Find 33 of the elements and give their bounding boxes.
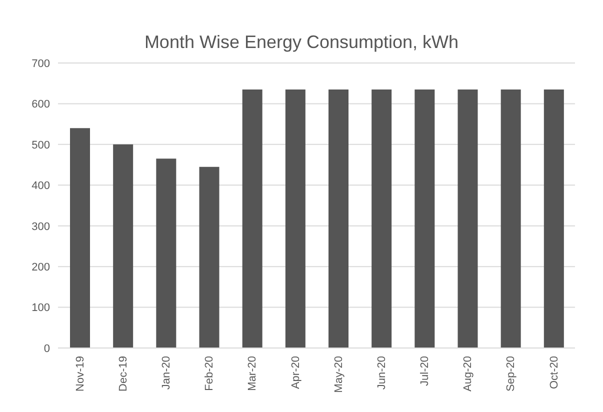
bar [242,89,262,348]
bar [414,89,435,348]
y-tick-label: 700 [32,58,50,70]
y-tick-label: 200 [32,261,50,274]
bar [156,158,176,348]
x-tick-label: Aug-20 [462,356,474,392]
x-tick-label: Nov-19 [74,356,86,392]
y-tick-label: 100 [32,302,50,314]
y-tick-label: 400 [32,180,50,192]
x-tick-label: Mar-20 [246,356,259,391]
y-tick-label: 600 [32,98,50,111]
x-tick-label: Apr-20 [290,356,302,390]
x-tick-label: Jul-20 [419,356,432,386]
y-tick-label: 300 [32,220,50,233]
y-tick-label: 500 [32,139,50,152]
x-tick-label: Sep-20 [505,356,518,392]
x-tick-label: Jun-20 [376,356,388,390]
x-tick-label: Jan-20 [160,356,173,390]
bar [544,89,564,348]
bar [199,166,220,348]
x-tick-label: Feb-20 [204,356,216,391]
bar [458,89,478,348]
x-tick-label: Dec-19 [117,356,130,392]
bar [328,89,348,348]
bar [70,128,90,348]
chart-title: Month Wise Energy Consumption, kWh [143,31,460,53]
x-tick-label: May-20 [332,356,345,393]
bar [113,144,134,348]
bar [285,89,306,348]
x-tick-label: Oct-20 [548,356,560,390]
bar [500,89,521,348]
y-tick-label: 0 [44,342,50,355]
bar [372,89,392,348]
